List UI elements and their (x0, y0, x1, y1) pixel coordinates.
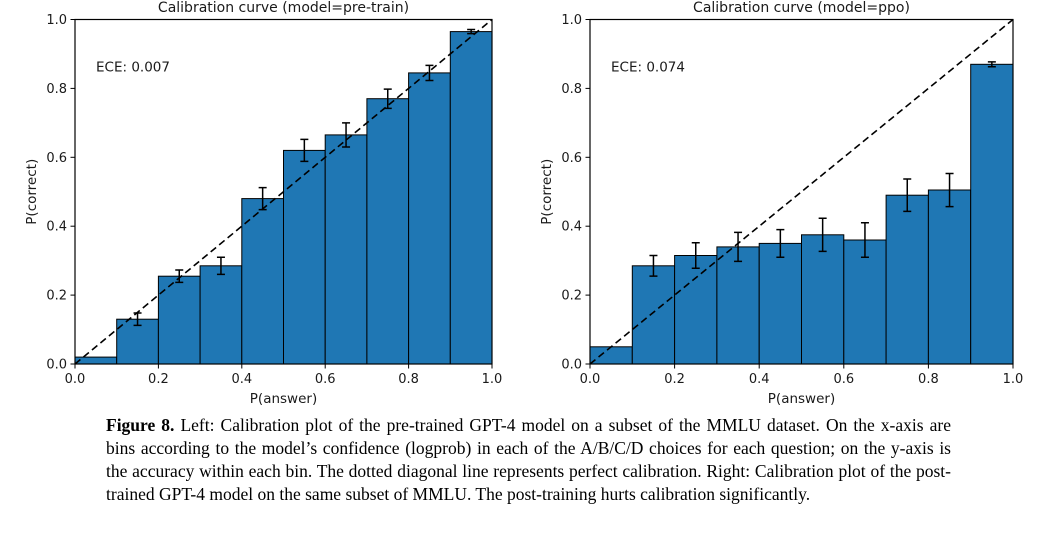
y-tick-label: 0.0 (561, 358, 582, 373)
ece-annotation: ECE: 0.007 (96, 60, 170, 76)
calibration-bar (885, 194, 929, 365)
calibration-bar (970, 63, 1014, 365)
calibration-bar (674, 255, 718, 365)
error-bar (425, 64, 434, 82)
y-axis-label: P(correct) (539, 159, 555, 225)
y-tick-label: 0.2 (46, 289, 67, 304)
caption-label: Figure 8. (106, 415, 175, 435)
calibration-chart-ppo: 0.0 0.2 0.4 0.6 0.8 1.0 0.0 0.2 0.4 0.6 0.8 1.0 Cali… (539, 0, 1023, 407)
x-tick-label: 0.4 (231, 372, 252, 387)
error-bar (734, 231, 743, 263)
calibration-chart-pretrain: 0.0 0.2 0.4 0.6 0.8 1.0 0.0 0.2 0.4 0.6 0.8 1.0 Cali… (24, 0, 502, 407)
x-tick-label: 0.6 (833, 372, 854, 387)
error-bar (776, 228, 785, 258)
y-tick-label: 0.0 (46, 358, 67, 373)
error-bar (903, 178, 912, 213)
calibration-charts-canvas: 0.0 0.2 0.4 0.6 0.8 1.0 0.0 0.2 0.4 0.6 0.8 1.0 Cali… (24, 0, 1023, 407)
calibration-bar (366, 98, 410, 365)
calibration-bar (589, 346, 633, 365)
error-bar (691, 241, 700, 269)
calibration-bar (631, 265, 676, 365)
calibration-bar (843, 239, 887, 365)
error-bar (649, 254, 658, 277)
caption-text: Left: Calibration plot of the pre-traine… (106, 415, 951, 504)
chart-title: Calibration curve (model=pre-train) (158, 0, 409, 16)
y-tick-label: 0.8 (561, 82, 582, 97)
calibration-bar (199, 265, 243, 365)
x-tick-label: 0.8 (918, 372, 939, 387)
x-tick-label: 0.2 (148, 372, 169, 387)
error-bar (342, 122, 351, 148)
y-tick-label: 1.0 (46, 13, 67, 28)
x-tick-label: 1.0 (1003, 372, 1024, 387)
plot-frame (74, 18, 493, 365)
calibration-bar (241, 198, 285, 365)
figure-caption: Figure 8. Left: Calibration plot of the … (106, 414, 951, 506)
error-bar (818, 217, 827, 253)
calibration-bar (157, 275, 201, 365)
y-tick-label: 0.4 (561, 220, 582, 235)
x-tick-label: 0.4 (749, 372, 770, 387)
x-tick-label: 0.0 (580, 372, 601, 387)
perfect-calibration-line (74, 18, 493, 365)
error-bar (945, 172, 954, 208)
calibration-bar (449, 31, 493, 365)
y-axis-label: P(correct) (24, 159, 40, 225)
calibration-bar (716, 246, 760, 365)
plot-frame (589, 18, 1014, 365)
calibration-bar (927, 189, 972, 365)
chart-title: Calibration curve (model=ppo) (693, 0, 910, 16)
x-axis-label: P(answer) (250, 391, 317, 407)
calibration-bar (758, 242, 803, 365)
x-tick-label: 1.0 (482, 372, 503, 387)
calibration-bar (283, 149, 326, 365)
y-tick-label: 1.0 (561, 13, 582, 28)
y-tick-label: 0.6 (561, 151, 582, 166)
calibration-bar (74, 356, 118, 365)
x-axis-label: P(answer) (768, 391, 835, 407)
error-bar (860, 222, 869, 258)
y-tick-label: 0.8 (46, 82, 67, 97)
x-tick-label: 0.2 (664, 372, 685, 387)
y-tick-label: 0.2 (561, 289, 582, 304)
y-tick-label: 0.4 (46, 220, 67, 235)
calibration-bar (116, 318, 159, 365)
y-tick-label: 0.6 (46, 151, 67, 166)
calibration-bar (324, 134, 368, 365)
x-tick-label: 0.6 (315, 372, 336, 387)
calibration-bar (801, 234, 845, 365)
ece-annotation: ECE: 0.074 (611, 60, 685, 76)
x-tick-label: 0.0 (65, 372, 86, 387)
perfect-calibration-line (589, 18, 1014, 365)
error-bar (216, 256, 225, 276)
error-bar (175, 269, 184, 284)
error-bar (300, 138, 309, 163)
error-bar (987, 61, 996, 68)
calibration-bar (408, 72, 451, 365)
x-tick-label: 0.8 (398, 372, 419, 387)
